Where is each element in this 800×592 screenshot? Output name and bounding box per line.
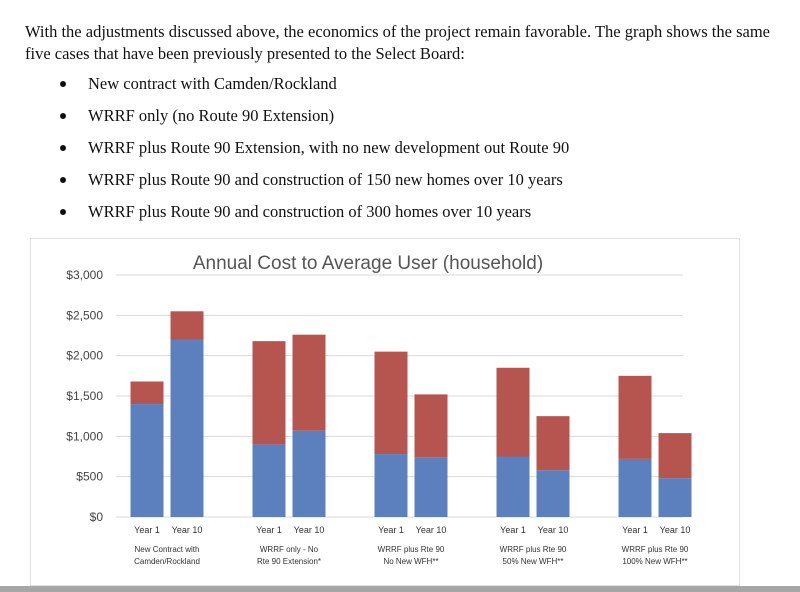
bullet-icon <box>60 145 66 151</box>
x-tick-label: Year 10 <box>294 525 325 535</box>
group-label: 50% New WFH** <box>503 557 564 566</box>
bar-base <box>374 454 408 517</box>
list-item: WRRF plus Route 90 Extension, with no ne… <box>60 138 569 170</box>
x-tick-label: Year 10 <box>416 525 447 535</box>
bar-top <box>130 381 164 405</box>
case-list: New contract with Camden/Rockland WRRF o… <box>60 74 569 234</box>
bar-top <box>170 311 204 340</box>
x-tick-label: Year 10 <box>538 525 569 535</box>
bar-top <box>496 367 530 457</box>
bar-base <box>130 404 164 517</box>
group-label: 100% New WFH** <box>622 557 687 566</box>
chart-frame: Annual Cost to Average User (household) $… <box>30 238 740 586</box>
chart-title: Annual Cost to Average User (household) <box>193 253 543 274</box>
bar-base <box>496 456 530 517</box>
bar-base <box>618 458 652 517</box>
bottom-scrollbar[interactable] <box>0 586 800 592</box>
y-tick-label: $500 <box>76 470 103 484</box>
list-item: WRRF plus Route 90 and construction of 3… <box>60 202 569 234</box>
group-label: New Contract with <box>135 545 200 554</box>
bar-top <box>618 375 652 459</box>
list-item-text: WRRF plus Route 90 Extension, with no ne… <box>88 138 570 157</box>
annual-cost-chart: Annual Cost to Average User (household) $… <box>66 253 692 566</box>
bar-base <box>414 457 448 517</box>
y-tick-label: $2,500 <box>66 308 103 322</box>
x-tick-label: Year 10 <box>660 525 691 535</box>
bullet-icon <box>60 209 66 215</box>
y-tick-label: $1,000 <box>66 429 103 443</box>
bar-top <box>252 341 286 445</box>
bar-top <box>536 416 570 471</box>
x-tick-label: Year 1 <box>500 525 526 535</box>
group-label: Camden/Rockland <box>134 557 200 566</box>
bullet-icon <box>60 81 66 87</box>
intro-paragraph: With the adjustments discussed above, th… <box>25 22 770 63</box>
y-tick-label: $0 <box>90 510 104 524</box>
bullet-icon <box>60 113 66 119</box>
bar-top <box>658 433 692 479</box>
x-tick-label: Year 10 <box>172 525 203 535</box>
list-item: WRRF only (no Route 90 Extension) <box>60 106 569 138</box>
list-item-text: WRRF only (no Route 90 Extension) <box>88 106 335 125</box>
x-tick-label: Year 1 <box>256 525 282 535</box>
group-label: WRRF plus Rte 90 <box>378 545 445 554</box>
list-item: New contract with Camden/Rockland <box>60 74 569 106</box>
list-item-text: New contract with Camden/Rockland <box>88 74 337 93</box>
list-item-text: WRRF plus Route 90 and construction of 3… <box>88 202 532 221</box>
y-tick-label: $3,000 <box>66 268 103 282</box>
bar-base <box>658 478 692 517</box>
bullet-icon <box>60 177 66 183</box>
x-tick-label: Year 1 <box>622 525 648 535</box>
bar-top <box>414 394 448 458</box>
x-tick-label: Year 1 <box>134 525 160 535</box>
bar-top <box>292 334 326 431</box>
bar-base <box>170 339 204 517</box>
group-label: No New WFH** <box>383 557 438 566</box>
bar-base <box>536 470 570 517</box>
group-label: WRRF only - No <box>260 545 319 554</box>
bar-top <box>374 351 408 455</box>
y-tick-label: $1,500 <box>66 389 103 403</box>
x-tick-label: Year 1 <box>378 525 404 535</box>
group-label: WRRF plus Rte 90 <box>622 545 689 554</box>
list-item-text: WRRF plus Route 90 and construction of 1… <box>88 170 563 189</box>
bar-base <box>292 430 326 517</box>
y-tick-label: $2,000 <box>66 349 103 363</box>
group-label: Rte 90 Extension* <box>257 557 321 566</box>
list-item: WRRF plus Route 90 and construction of 1… <box>60 170 569 202</box>
bar-base <box>252 444 286 517</box>
group-label: WRRF plus Rte 90 <box>500 545 567 554</box>
